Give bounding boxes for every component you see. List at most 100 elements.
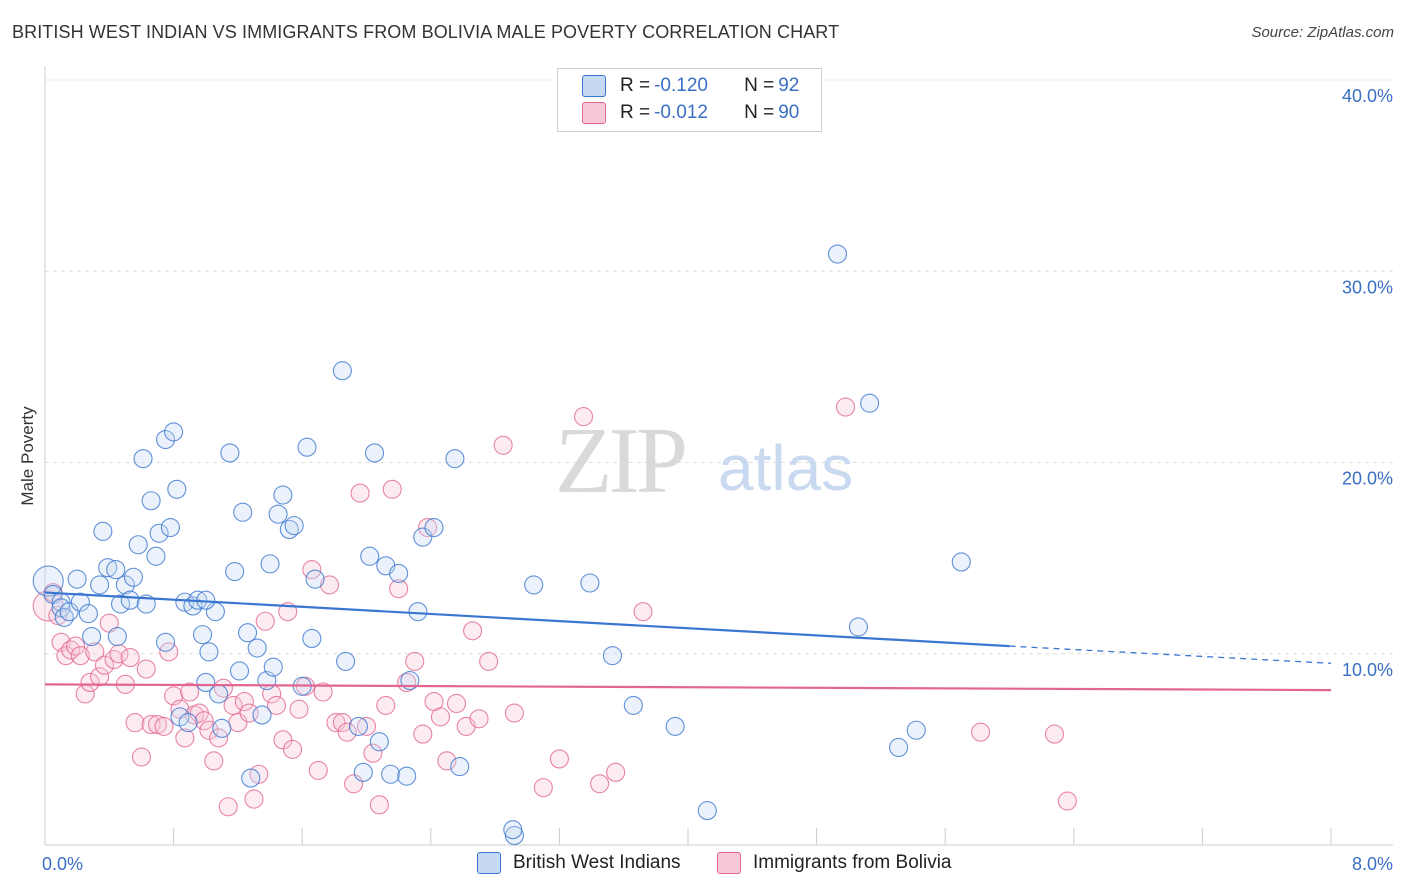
british-west-indian-point: [149, 523, 169, 543]
y-axis-label: Male Poverty: [18, 406, 37, 506]
bolivia-point: [382, 479, 402, 499]
british-west-indian-point: [450, 757, 470, 777]
british-west-indian-point: [160, 517, 180, 538]
chart-title: BRITISH WEST INDIAN VS IMMIGRANTS FROM B…: [12, 22, 840, 42]
british-west-indian-point: [827, 244, 848, 264]
british-west-indian-point: [78, 604, 98, 624]
bolivia-point: [463, 621, 483, 641]
bolivia-point: [85, 642, 105, 662]
british-west-indian-point: [413, 527, 433, 547]
british-west-indian-point: [268, 504, 288, 524]
british-west-indian-point: [424, 517, 444, 538]
british-west-indian-point: [951, 552, 971, 572]
british-west-indian-point: [906, 720, 926, 740]
bottom-legend-label-pink: Immigrants from Bolivia: [753, 852, 952, 873]
british-west-indian-point: [136, 594, 156, 614]
bolivia-point: [65, 636, 86, 656]
bolivia-point: [337, 722, 357, 742]
bottom-legend-pink: Immigrants from Bolivia: [717, 852, 952, 874]
british-west-indian-point: [360, 546, 380, 566]
bolivia-point: [319, 575, 340, 595]
bolivia-point: [835, 397, 856, 417]
british-west-indian-point: [252, 705, 272, 725]
bottom-legend-swatch-pink: [717, 852, 741, 874]
british-west-indian-point: [133, 449, 153, 469]
british-west-indian-point: [623, 695, 643, 715]
british-west-indian-point: [336, 651, 356, 671]
british-west-indian-point: [167, 479, 187, 499]
bolivia-point: [363, 743, 383, 763]
british-west-indian-point: [196, 672, 216, 692]
legend-r-value: -0.120: [654, 75, 708, 96]
legend-n-value: 92: [778, 75, 800, 96]
bolivia-point: [590, 774, 610, 794]
bolivia-point: [413, 724, 433, 744]
bottom-legend-label-blue: British West Indians: [513, 852, 681, 873]
bolivia-point: [479, 651, 499, 671]
bolivia-point: [308, 760, 328, 780]
x-tick-label: 0.0%: [42, 854, 83, 874]
british-west-indian-point: [225, 561, 245, 582]
bolivia-point: [194, 711, 214, 731]
british-west-indian-point: [82, 626, 102, 647]
british-west-indian-point: [156, 632, 176, 652]
y-tick-label: 20.0%: [1342, 469, 1393, 489]
bolivia-point: [244, 789, 264, 809]
bolivia-point: [971, 722, 991, 742]
british-west-indian-point: [297, 437, 317, 457]
bolivia-point: [418, 517, 438, 538]
bolivia-point: [273, 730, 293, 750]
british-west-indian-point: [665, 716, 685, 736]
bolivia-point: [120, 648, 140, 668]
bottom-legend-swatch-blue: [477, 852, 501, 874]
british-west-indian-point: [353, 762, 373, 782]
bolivia-point: [369, 795, 389, 815]
british-west-indian-point: [889, 737, 909, 758]
bolivia-point: [90, 667, 110, 687]
british-west-indian-point: [263, 657, 283, 677]
british-west-indian-point: [860, 393, 880, 413]
bolivia-point: [533, 778, 553, 798]
legend-row-pink: R = -0.012 N = 90: [582, 100, 799, 126]
british-west-indian-point: [93, 521, 113, 541]
british-west-indian-point: [369, 732, 389, 752]
bottom-legend-blue: British West Indians: [477, 852, 681, 874]
watermark-zip: ZIP: [555, 409, 685, 513]
bolivia-point: [573, 407, 594, 427]
source-label: Source: ZipAtlas.com: [1251, 24, 1394, 41]
british-west-indian-point: [156, 429, 176, 450]
bolivia-point: [147, 714, 168, 735]
british-west-indian-point: [397, 766, 417, 786]
british-west-indian-point: [141, 491, 161, 511]
british-west-indian-point: [332, 361, 352, 381]
x-tick-label: 8.0%: [1352, 854, 1393, 874]
legend-r-value: -0.012: [654, 102, 708, 123]
british-west-indian-point: [348, 716, 369, 736]
legend-n-label: N =: [744, 102, 775, 123]
bolivia-point: [356, 716, 377, 736]
british-west-indian-point: [212, 718, 232, 738]
bolivia-point: [80, 672, 100, 692]
bolivia-point: [446, 693, 467, 714]
watermark-atlas: atlas: [718, 432, 853, 504]
british-west-indian-point: [302, 628, 322, 649]
bolivia-point: [469, 709, 489, 729]
british-west-indian-point: [67, 569, 87, 589]
british-west-indian-point: [524, 575, 544, 595]
british-west-indian-point: [408, 602, 428, 622]
bolivia-point: [1057, 791, 1077, 811]
british-west-indian-point: [284, 516, 304, 536]
british-west-indian-point: [209, 684, 229, 704]
bolivia-point: [326, 713, 346, 733]
bolivia-point: [606, 762, 626, 782]
bolivia-point: [109, 644, 129, 664]
british-west-indian-point: [247, 638, 267, 658]
british-west-indian-point: [120, 590, 140, 610]
bolivia-point: [332, 713, 352, 733]
british-west-indian-point: [848, 617, 868, 637]
bolivia-point: [266, 695, 287, 715]
bolivia-point: [218, 797, 238, 817]
bolivia-point: [180, 682, 200, 702]
british-west-indian-point: [364, 443, 385, 463]
